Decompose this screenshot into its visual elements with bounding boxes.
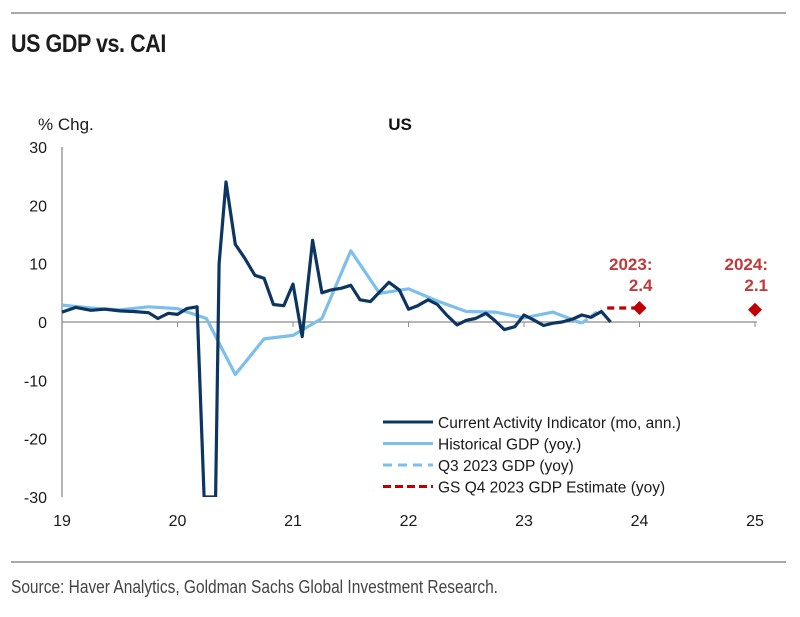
legend: Current Activity Indicator (mo, ann.) His…: [383, 415, 681, 497]
chart-title: US: [388, 115, 412, 134]
x-tick-label: 20: [169, 513, 187, 530]
y-tick-label: -20: [24, 432, 47, 449]
x-tick-label: 25: [746, 513, 764, 530]
legend-label: GS Q4 2023 GDP Estimate (yoy): [438, 480, 665, 497]
axes: 30 20 10 0 -10 -20 -30 19 20 21 22 23 24 25: [24, 140, 764, 530]
series-line-solid-dark: [61, 180, 612, 497]
legend-label: Q3 2023 GDP (yoy): [438, 458, 574, 475]
estimate-diamond-marker: [748, 302, 762, 317]
x-tick-label: 22: [400, 513, 418, 530]
y-tick-label: 0: [38, 315, 47, 332]
y-tick-label: 20: [29, 198, 47, 215]
x-tick-label: 24: [631, 513, 649, 530]
markers-layer: 2023: 2.4 2024: 2.1: [609, 255, 768, 317]
source-note: Source: Haver Analytics, Goldman Sachs G…: [11, 577, 498, 597]
x-tick-label: 19: [53, 513, 71, 530]
y-tick-label: 30: [29, 140, 47, 157]
estimate-label-year: 2024:: [725, 255, 768, 274]
estimate-label-value: 2.1: [744, 276, 768, 295]
estimate-label-value: 2.4: [629, 276, 653, 295]
legend-label: Current Activity Indicator (mo, ann.): [438, 415, 681, 432]
y-tick-label: -30: [24, 490, 47, 507]
x-tick-label: 21: [284, 513, 302, 530]
y-tick-label: 10: [29, 257, 47, 274]
y-axis-label: % Chg.: [38, 115, 94, 134]
estimate-label-year: 2023:: [609, 255, 652, 274]
top-divider: [11, 12, 786, 14]
y-tick-label: -10: [24, 373, 47, 390]
bottom-divider: [11, 561, 786, 563]
x-tick-label: 23: [515, 513, 533, 530]
estimate-diamond-marker: [632, 301, 647, 315]
page-title: US GDP vs. CAI: [11, 30, 166, 58]
legend-label: Historical GDP (yoy.): [438, 437, 581, 454]
series-line-solid-light: [61, 249, 583, 377]
